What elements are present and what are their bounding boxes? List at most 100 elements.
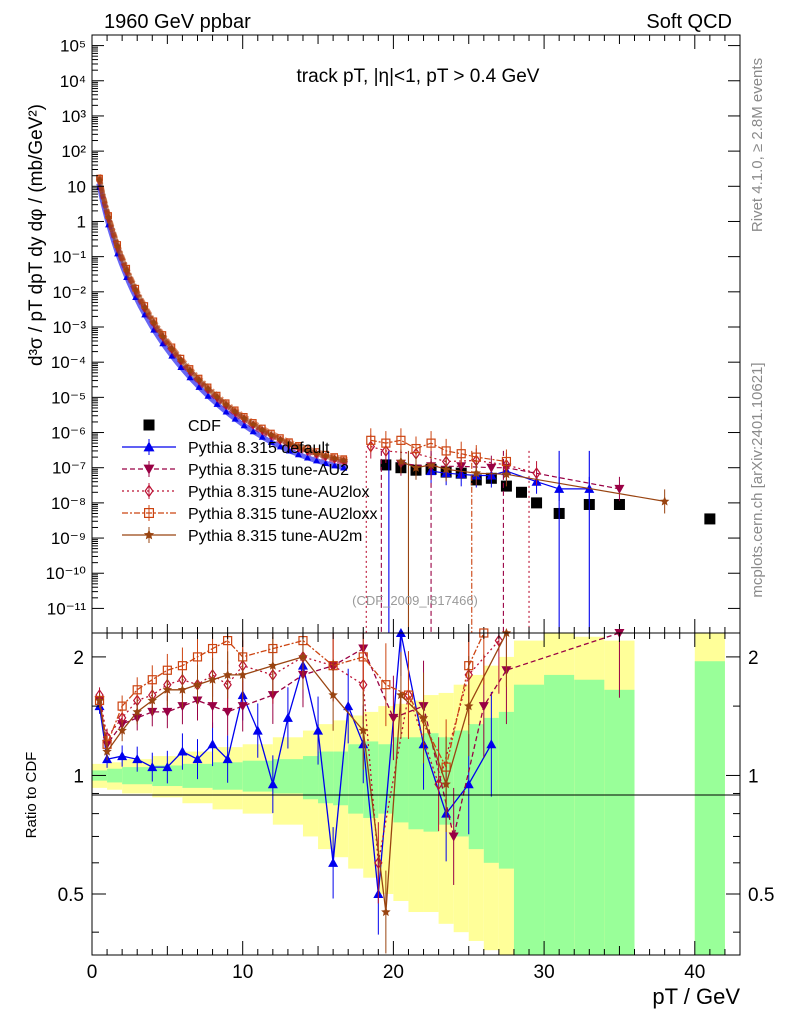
legend-label: Pythia 8.315 tune-AU2m (188, 528, 362, 545)
au2loxx-point (441, 446, 451, 456)
au2loxx-point (117, 701, 127, 711)
y-tick-label: 10⁵ (60, 37, 86, 56)
main-plot: 10⁻¹¹ 10⁻¹⁰ 10⁻⁹ 10⁻⁸ 10⁻⁷ 10⁻⁶ 10⁻⁵ 10⁻⁴ 10⁻³ 10… (26, 34, 741, 634)
au2m-point (105, 213, 112, 221)
au2m-point (147, 695, 157, 705)
au2m-point (240, 414, 248, 421)
au2m-point (168, 345, 176, 352)
au2lox-point (434, 778, 443, 791)
default-point (285, 447, 293, 454)
ratio-band-inner (453, 730, 469, 837)
au2m-point (298, 651, 308, 661)
y-tick-label: 10² (61, 142, 86, 161)
ratio-band-inner (122, 767, 153, 785)
au2m-point (464, 701, 474, 711)
au2loxx-point (381, 680, 391, 690)
default-point (258, 433, 266, 440)
au2loxx-point (403, 690, 414, 700)
default-point (463, 779, 474, 789)
default-point (313, 725, 324, 735)
ratio-y-tick-label: 2 (73, 648, 84, 669)
au2m-point (159, 332, 167, 340)
analysis-id: (CDF_2009_I817466) (352, 593, 478, 608)
au2m-point (102, 746, 112, 756)
ratio-band-inner (242, 760, 273, 792)
ratio-y-tick-label-right: 1 (748, 766, 759, 787)
au2-point (486, 463, 497, 473)
ratio-band-inner (302, 756, 319, 800)
default-point (331, 462, 339, 469)
au2m-point (268, 660, 278, 670)
au2m-point (186, 366, 194, 374)
ratio-band-inner (544, 674, 575, 955)
au2loxx-point (411, 443, 421, 454)
au2lox-curve (96, 176, 348, 465)
ratio-band-inner (604, 689, 635, 955)
au2-point (478, 702, 489, 712)
ratio-band-inner (348, 744, 364, 814)
y-tick-label: 10⁻⁶ (51, 424, 86, 443)
au2m-point (381, 907, 391, 917)
ratio-band-inner (574, 679, 605, 955)
au2loxx-curve (96, 173, 348, 462)
y-axis-label: d³σ / pT dpT dy dφ / (mb/GeV²) (26, 104, 47, 366)
au2m-point (132, 286, 139, 293)
au2-ratio-line (98, 632, 620, 837)
au2m-point (177, 684, 188, 694)
y-tick-label: 1 (77, 212, 86, 231)
au2m-point (441, 779, 451, 789)
cdf-data-point (143, 419, 155, 431)
default-point (213, 400, 221, 407)
au2lox-point (532, 467, 541, 480)
au2loxx-point (381, 438, 391, 448)
default-point (486, 739, 497, 749)
au2lox-ratio-line (98, 640, 500, 863)
default-point (192, 754, 203, 764)
au2m-curve (96, 175, 348, 464)
default-point (162, 762, 173, 772)
y-tick-label: 10⁻⁴ (51, 353, 86, 372)
default-point (143, 441, 155, 452)
cdf-data-point (704, 513, 716, 525)
au2m-point (268, 431, 275, 438)
ratio-band-inner (513, 684, 545, 955)
y-tick-label: 10⁻¹ (52, 248, 86, 267)
au2m-point (249, 420, 257, 428)
au2-point (448, 832, 459, 842)
x-axis-label: pT / GeV (652, 984, 740, 1009)
au2m-point (396, 456, 406, 466)
au2m-point (313, 449, 320, 457)
au2m-point (222, 401, 230, 408)
legend-label: Pythia 8.315 tune-AU2loxx (188, 506, 377, 523)
x-tick-label: 10 (232, 962, 253, 983)
au2-point (162, 707, 173, 717)
default-point (186, 374, 194, 381)
au2loxx-point (456, 449, 466, 459)
plot-title: track pT, |η|<1, pT > 0.4 GeV (297, 66, 540, 87)
x-tick-label: 0 (87, 962, 98, 983)
au2m-point (396, 690, 406, 700)
x-tick-label: 40 (684, 962, 705, 983)
au2loxx-point (144, 508, 155, 519)
au2-point (207, 702, 218, 712)
au2-curve (96, 177, 348, 466)
default-point (240, 421, 248, 429)
ratio-y-tick-label: 1 (73, 766, 84, 787)
au2lox-point (381, 444, 391, 457)
au2loxx-point (366, 435, 376, 445)
au2m-point (471, 468, 481, 478)
au2m-point (295, 443, 302, 451)
au2m-point (123, 266, 130, 273)
au2m-point (659, 496, 670, 506)
cdf-data-point (380, 459, 392, 471)
default-point (117, 751, 128, 761)
cdf-data-point (515, 486, 527, 498)
au2m-point (237, 669, 248, 679)
y-tick-label: 10⁻¹¹ (47, 599, 87, 618)
au2m-point (117, 725, 127, 735)
default-point (132, 754, 143, 764)
default-point (231, 415, 239, 422)
default-point (168, 352, 176, 359)
default-point (322, 459, 330, 467)
au2m-line (400, 460, 665, 502)
